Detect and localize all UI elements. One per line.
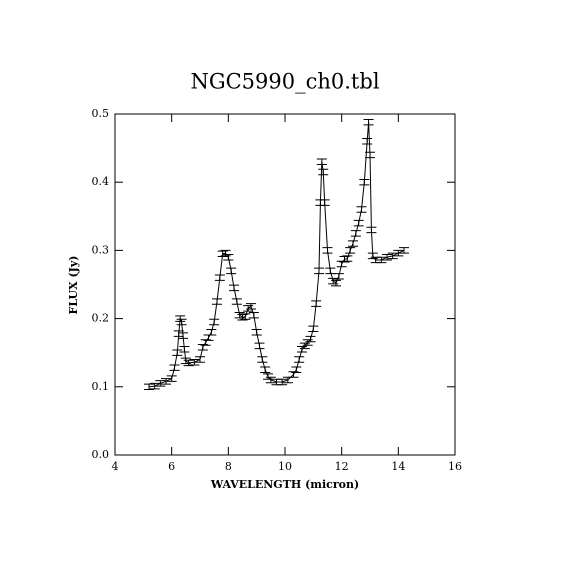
- y-tick-label: 0.1: [92, 380, 110, 393]
- error-bar: [231, 298, 242, 305]
- error-bar: [246, 303, 256, 310]
- error-bar: [399, 247, 409, 254]
- error-bar: [331, 279, 341, 287]
- error-bar: [294, 356, 305, 363]
- x-tick-label: 4: [112, 460, 119, 473]
- chart-title: NGC5990_ch0.tbl: [190, 70, 379, 94]
- error-bar: [176, 318, 187, 326]
- x-tick-label: 8: [225, 460, 232, 473]
- error-bar: [328, 277, 339, 285]
- error-bar: [318, 168, 329, 176]
- y-tick-label: 0.4: [92, 175, 110, 188]
- error-bar: [348, 240, 358, 247]
- error-bar: [382, 253, 392, 261]
- error-bar: [234, 311, 245, 319]
- error-bar: [353, 219, 364, 227]
- error-bar: [350, 230, 361, 237]
- y-axis-label: FLUX (Jy): [67, 256, 80, 315]
- error-bar: [195, 356, 205, 363]
- error-bar: [161, 378, 171, 385]
- error-bar: [393, 249, 404, 257]
- error-bar: [345, 247, 356, 254]
- error-bar: [359, 178, 370, 186]
- error-bar: [189, 359, 200, 366]
- error-bar: [209, 318, 220, 326]
- error-bar: [277, 378, 288, 386]
- error-bar: [265, 376, 276, 384]
- y-tick-label: 0.5: [92, 107, 110, 120]
- error-bar: [175, 315, 186, 322]
- y-tick-label: 0.3: [92, 243, 110, 256]
- error-bar: [166, 375, 177, 382]
- error-bar: [243, 305, 254, 312]
- error-bar: [251, 329, 262, 336]
- error-bar: [179, 346, 190, 353]
- error-bar: [173, 330, 184, 337]
- error-bar: [302, 339, 313, 346]
- error-bar: [325, 267, 336, 275]
- error-bar: [311, 300, 322, 307]
- error-bar: [316, 158, 327, 165]
- error-bar: [387, 252, 398, 260]
- error-bar: [223, 253, 234, 261]
- error-bar: [214, 274, 225, 281]
- error-bar: [342, 255, 353, 262]
- error-bar: [212, 298, 222, 305]
- error-bar: [260, 366, 271, 373]
- error-bar: [322, 247, 333, 254]
- error-bar: [254, 342, 265, 350]
- y-tick-label: 0.0: [92, 448, 110, 461]
- error-bar: [333, 273, 344, 280]
- error-bar: [172, 349, 183, 356]
- error-bar: [149, 382, 160, 390]
- error-bar: [229, 284, 239, 292]
- x-tick-label: 14: [391, 460, 405, 473]
- error-bar: [226, 267, 237, 275]
- error-bar: [366, 226, 377, 234]
- error-bar: [155, 380, 166, 387]
- error-bar: [291, 366, 302, 373]
- error-bar: [257, 356, 268, 363]
- error-bar: [356, 206, 367, 213]
- error-bar: [308, 325, 319, 333]
- x-tick-label: 6: [168, 460, 175, 473]
- error-bar: [365, 151, 375, 159]
- y-tick-label: 0.2: [92, 312, 110, 325]
- error-bar: [363, 118, 374, 126]
- error-bar: [183, 359, 194, 367]
- x-tick-label: 10: [278, 460, 292, 473]
- error-bar: [314, 267, 324, 275]
- error-bar: [169, 364, 180, 371]
- x-tick-label: 16: [448, 460, 462, 473]
- error-bar: [362, 138, 373, 145]
- error-bar: [206, 329, 217, 336]
- x-tick-label: 12: [335, 460, 349, 473]
- error-bar: [144, 383, 154, 391]
- error-bar: [319, 199, 330, 206]
- error-bar: [178, 332, 188, 339]
- x-axis-label: WAVELENGTH (micron): [210, 478, 359, 491]
- error-bar: [305, 335, 316, 343]
- error-bar: [248, 311, 259, 319]
- error-bar: [240, 313, 251, 320]
- error-bar: [376, 256, 387, 264]
